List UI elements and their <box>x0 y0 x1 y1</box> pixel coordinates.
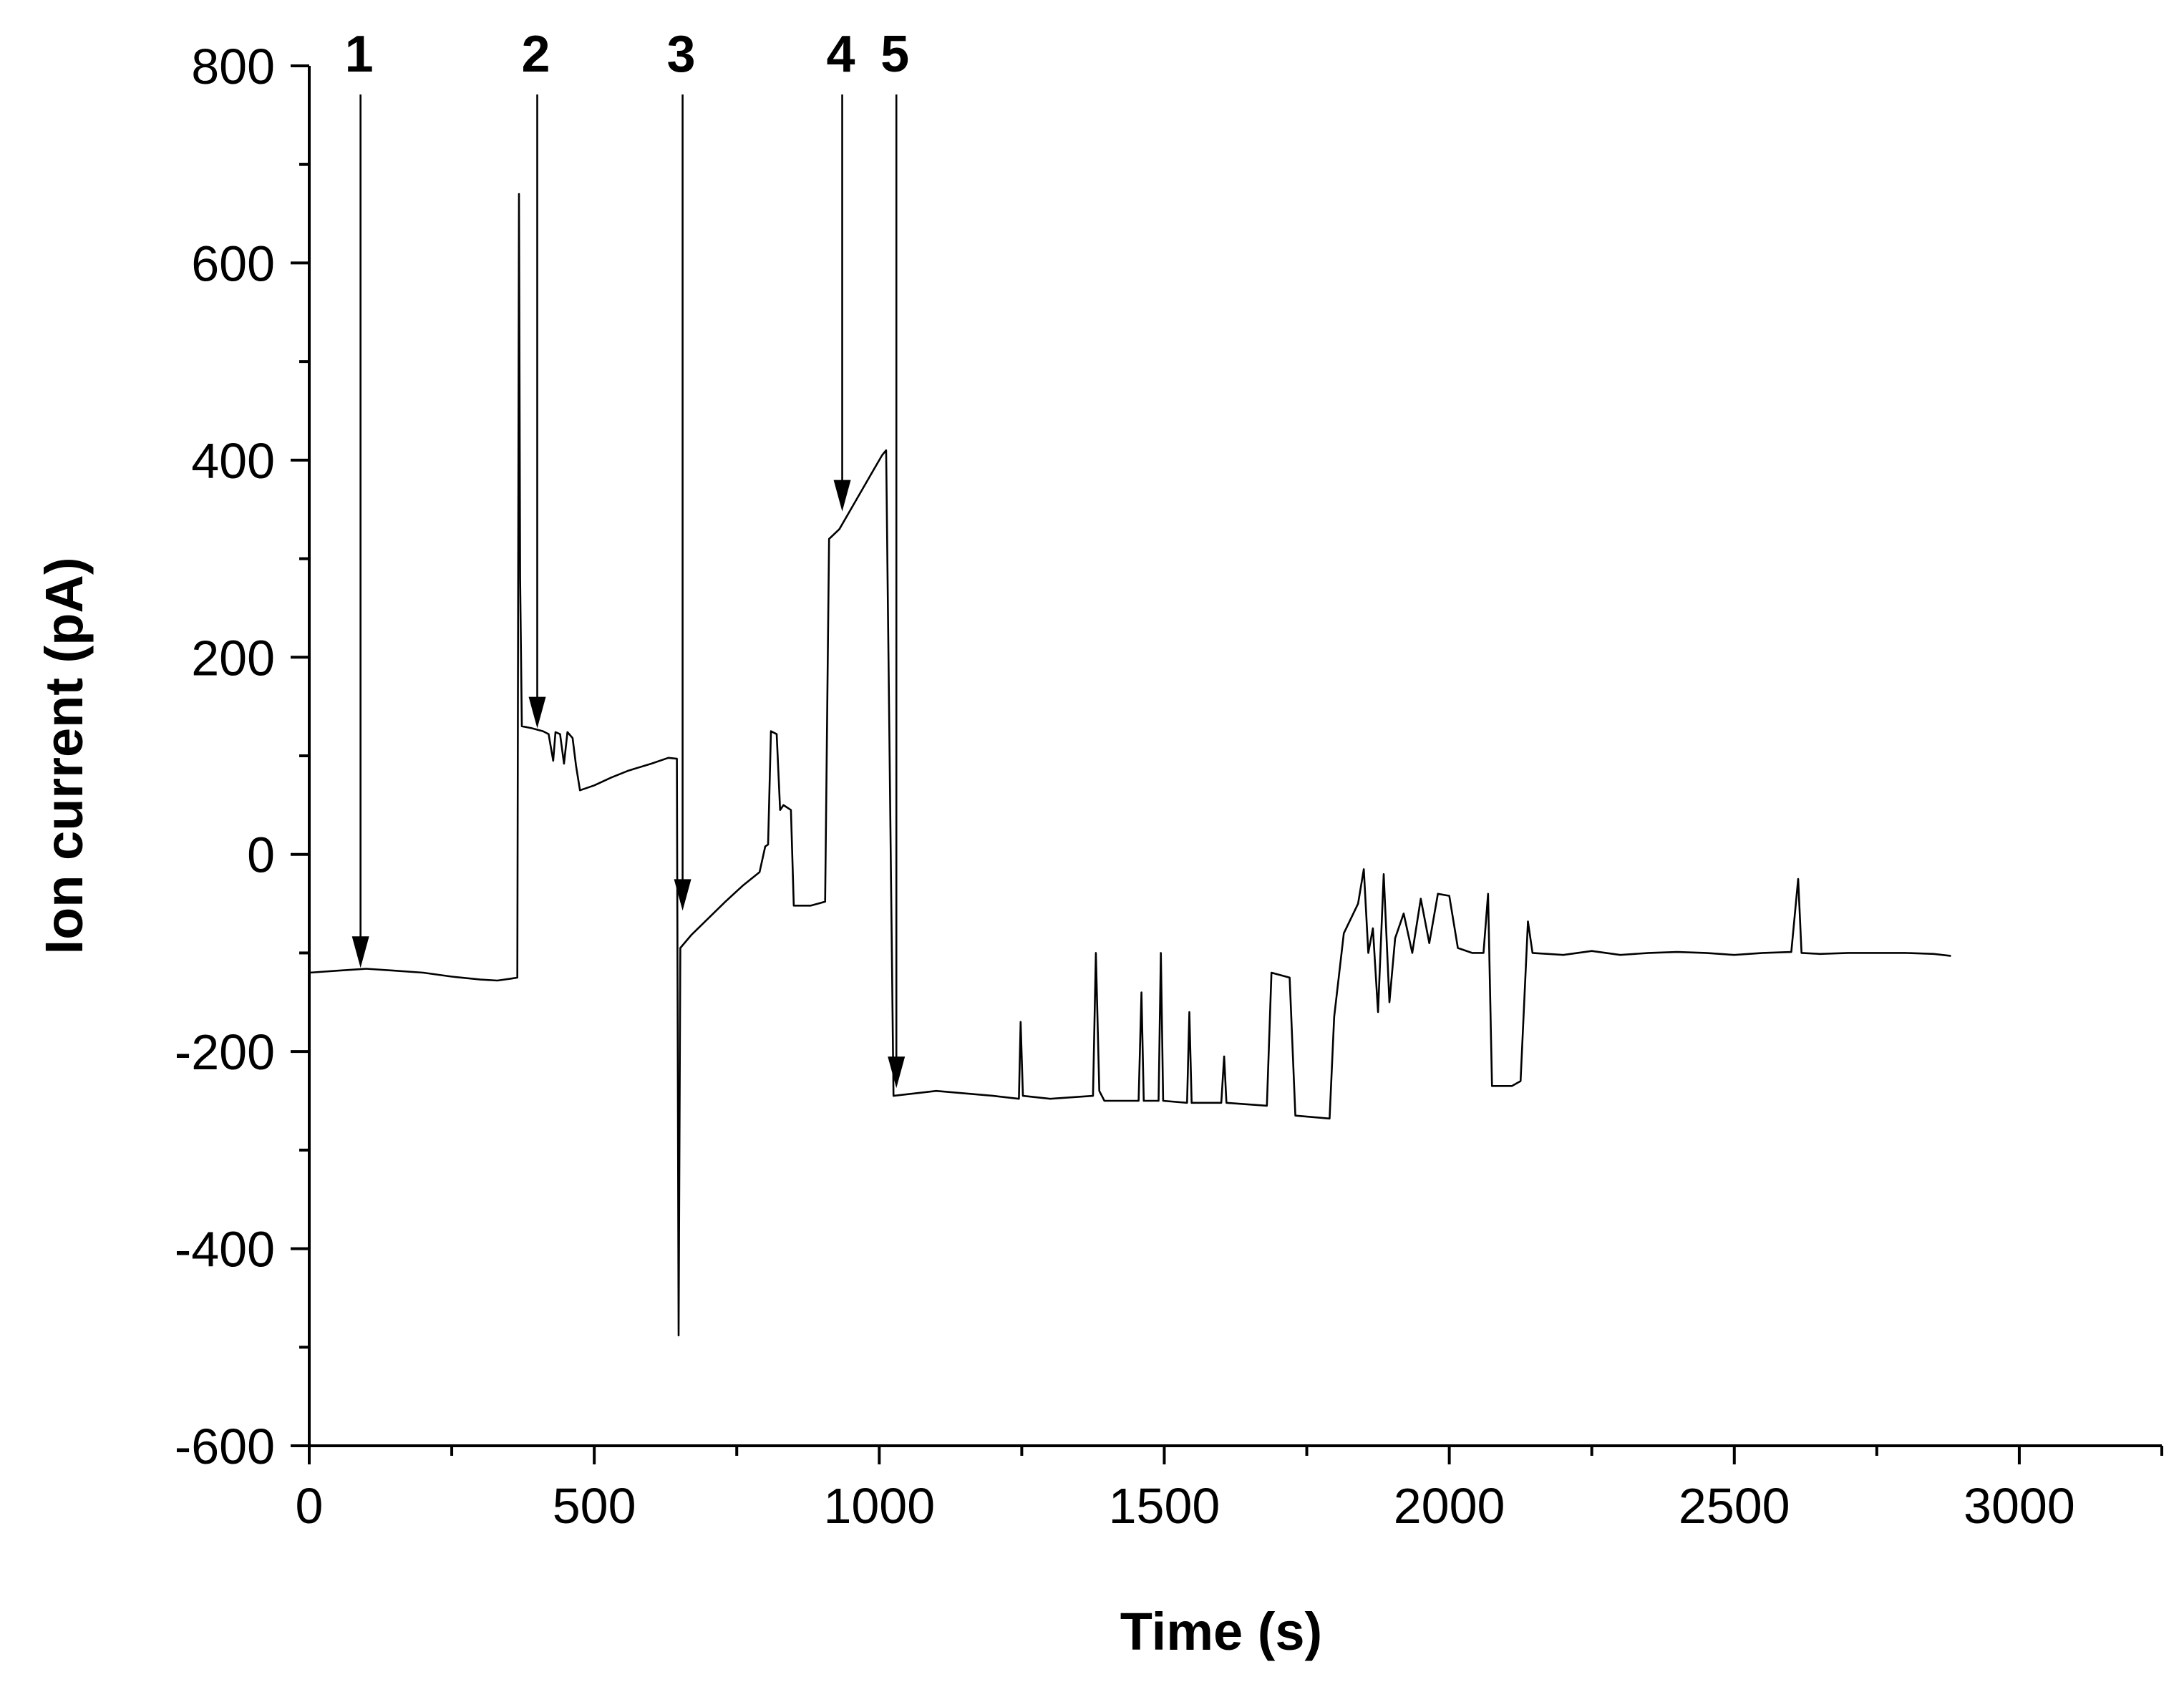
y-tick-label: 200 <box>191 630 275 686</box>
x-axis-title: Time (s) <box>1120 1602 1322 1661</box>
x-tick-label: 2500 <box>1679 1478 1790 1534</box>
x-tick-label: 2000 <box>1394 1478 1505 1534</box>
event-marker-label: 4 <box>827 26 855 83</box>
y-tick-label: -200 <box>175 1024 275 1080</box>
event-marker-arrowhead <box>528 696 546 729</box>
event-marker-1: 1 <box>345 26 374 968</box>
y-tick-label: 400 <box>191 433 275 489</box>
y-tick-label: 0 <box>247 827 275 883</box>
event-marker-arrowhead <box>351 936 369 968</box>
y-tick-label: -400 <box>175 1222 275 1278</box>
event-marker-arrowhead <box>674 879 691 911</box>
x-tick-label: 500 <box>553 1478 636 1534</box>
y-axis-title: Ion current (pA) <box>34 558 94 955</box>
event-marker-arrowhead <box>888 1056 906 1089</box>
event-marker-2: 2 <box>521 26 550 729</box>
y-tick-label: -600 <box>175 1419 275 1474</box>
event-marker-4: 4 <box>827 26 855 512</box>
event-marker-label: 3 <box>667 26 696 83</box>
x-tick-label: 3000 <box>1964 1478 2075 1534</box>
x-tick-label: 1500 <box>1109 1478 1220 1534</box>
ion-current-trace <box>309 193 1951 1337</box>
event-marker-3: 3 <box>667 26 696 911</box>
event-marker-5: 5 <box>880 26 909 1089</box>
trace-layer <box>309 193 1951 1337</box>
event-marker-label: 1 <box>345 26 374 83</box>
event-marker-arrowhead <box>833 480 851 512</box>
event-marker-label: 5 <box>880 26 909 83</box>
y-tick-label: 600 <box>191 235 275 291</box>
y-tick-label: 800 <box>191 39 275 94</box>
x-tick-label: 0 <box>296 1478 324 1534</box>
x-tick-label: 1000 <box>823 1478 935 1534</box>
event-marker-label: 2 <box>521 26 550 83</box>
